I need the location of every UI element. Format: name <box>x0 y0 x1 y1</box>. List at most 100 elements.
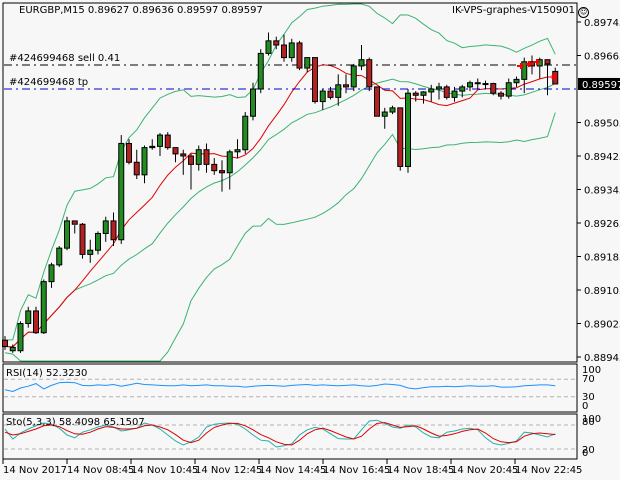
candle[interactable] <box>110 212 117 247</box>
bear-candle-body <box>126 142 132 163</box>
candle[interactable] <box>195 145 202 171</box>
candle[interactable] <box>79 223 86 259</box>
candle[interactable] <box>443 84 450 100</box>
candle[interactable] <box>490 82 497 96</box>
candle[interactable] <box>164 132 171 150</box>
candle[interactable] <box>482 80 489 89</box>
candle[interactable] <box>250 82 256 121</box>
bull-candle-body <box>467 82 473 88</box>
candle[interactable] <box>335 74 342 106</box>
candle[interactable] <box>428 84 435 102</box>
bull-candle-body <box>428 88 435 93</box>
candle[interactable] <box>33 306 39 334</box>
candle[interactable] <box>281 34 287 62</box>
candle[interactable] <box>102 216 109 242</box>
candle[interactable] <box>2 336 8 350</box>
bull-candle-body <box>319 90 326 103</box>
candle[interactable] <box>412 91 419 102</box>
bear-candle-body <box>343 84 349 88</box>
bull-candle-body <box>482 83 489 86</box>
candle[interactable] <box>157 132 163 156</box>
bull-candle-body <box>304 57 311 69</box>
candle[interactable] <box>513 76 520 87</box>
candle[interactable] <box>257 49 264 94</box>
candle[interactable] <box>474 78 481 89</box>
sto-main-line <box>4 419 556 448</box>
candle[interactable] <box>273 36 280 50</box>
sto-scale-label: 80 <box>582 417 595 428</box>
candle[interactable] <box>25 306 32 328</box>
candle[interactable] <box>319 89 326 110</box>
sto-scale-label: 20 <box>582 445 595 456</box>
price-label: 0.89745 <box>584 18 620 29</box>
candle[interactable] <box>521 57 528 94</box>
candle[interactable] <box>141 145 148 184</box>
current-price-label: 0.89597 <box>582 80 620 91</box>
candle[interactable] <box>9 344 16 353</box>
bear-candle-body <box>327 90 334 98</box>
bear-candle-body <box>374 86 380 117</box>
candle[interactable] <box>312 57 318 104</box>
candle[interactable] <box>219 160 225 192</box>
candle[interactable] <box>133 149 140 180</box>
time-label: 14 Nov 2017 <box>3 465 67 476</box>
candle[interactable] <box>350 63 357 92</box>
bull-candle-body <box>451 90 458 98</box>
stochastic-panel[interactable] <box>4 419 577 450</box>
candle[interactable] <box>48 262 55 288</box>
candle[interactable] <box>374 86 380 117</box>
bull-candle-body <box>242 115 249 151</box>
candle[interactable] <box>234 139 241 159</box>
candle[interactable] <box>420 91 427 104</box>
candle[interactable] <box>203 143 210 173</box>
candle[interactable] <box>40 279 47 334</box>
price-label: 0.89185 <box>584 253 620 264</box>
candle[interactable] <box>381 107 388 129</box>
candle[interactable] <box>56 246 63 267</box>
candle[interactable] <box>118 135 125 244</box>
candle[interactable] <box>327 86 334 100</box>
candle[interactable] <box>366 57 373 92</box>
candle[interactable] <box>544 59 551 96</box>
candle[interactable] <box>467 80 473 92</box>
candle[interactable] <box>17 321 24 353</box>
candle[interactable] <box>288 38 295 62</box>
bull-candle-body <box>141 147 148 176</box>
candle[interactable] <box>397 107 404 171</box>
candle[interactable] <box>126 139 132 165</box>
candle[interactable] <box>459 84 466 98</box>
candle[interactable] <box>498 91 504 100</box>
candle[interactable] <box>296 40 303 71</box>
bear-candle-body <box>133 161 140 176</box>
candle[interactable] <box>64 216 70 251</box>
candle[interactable] <box>226 149 233 190</box>
candle[interactable] <box>265 32 272 56</box>
bull-candle-body <box>459 86 466 92</box>
candle[interactable] <box>211 158 218 175</box>
candle[interactable] <box>180 149 187 175</box>
bear-candle-body <box>172 147 179 155</box>
rsi-panel[interactable] <box>4 378 577 398</box>
bear-candle-body <box>33 310 39 334</box>
candle[interactable] <box>149 139 156 150</box>
candle[interactable] <box>451 86 458 102</box>
candle[interactable] <box>71 220 78 234</box>
candle[interactable] <box>505 78 512 99</box>
candle[interactable] <box>172 147 179 163</box>
candle[interactable] <box>304 57 311 73</box>
candle[interactable] <box>436 82 442 100</box>
bull-candle-body <box>226 151 233 174</box>
sto-scale-label: 100 <box>582 414 601 425</box>
main-chart-frame <box>2 2 578 363</box>
candle[interactable] <box>405 89 411 173</box>
candle[interactable] <box>242 112 249 154</box>
candle[interactable] <box>389 105 396 115</box>
candle[interactable] <box>188 153 194 190</box>
price-chart[interactable] <box>2 3 578 362</box>
candle[interactable] <box>343 74 349 94</box>
candle[interactable] <box>95 231 101 255</box>
candle[interactable] <box>358 45 365 71</box>
candle[interactable] <box>87 239 94 263</box>
